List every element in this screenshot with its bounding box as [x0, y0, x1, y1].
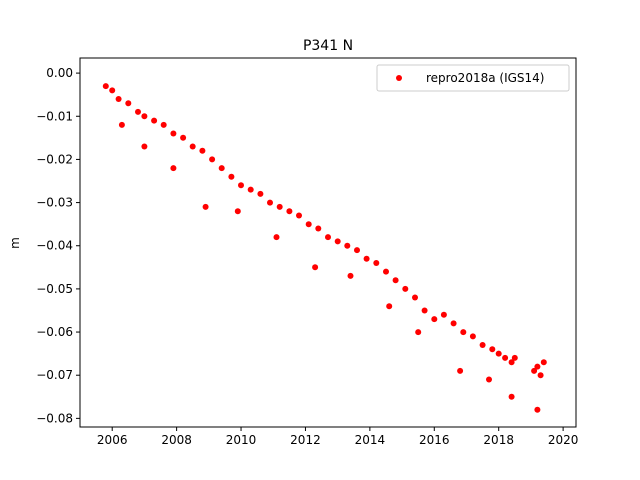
- data-point: [537, 372, 544, 379]
- data-point: [440, 311, 447, 318]
- data-point: [392, 277, 399, 284]
- data-point: [286, 208, 293, 215]
- data-point: [141, 113, 148, 120]
- data-point: [160, 121, 167, 128]
- y-tick-label: −0.07: [36, 368, 73, 382]
- y-tick-label: −0.05: [36, 282, 73, 296]
- marks-layer: [102, 83, 547, 413]
- y-tick-label: −0.01: [36, 109, 73, 123]
- data-point: [257, 190, 264, 197]
- data-point: [386, 303, 393, 310]
- x-tick-label: 2008: [161, 433, 192, 447]
- x-tick-label: 2014: [355, 433, 386, 447]
- data-point: [180, 134, 187, 141]
- chart-title: P341 N: [303, 38, 353, 54]
- data-point: [344, 242, 351, 249]
- data-point: [296, 212, 302, 219]
- data-point: [540, 359, 547, 366]
- data-point: [402, 285, 409, 292]
- x-tick-label: 2010: [226, 433, 257, 447]
- x-tick-label: 2016: [419, 433, 450, 447]
- data-point: [305, 221, 312, 228]
- data-point: [363, 255, 370, 262]
- plot-frame: [79, 57, 577, 428]
- data-point: [502, 354, 509, 361]
- data-point: [508, 393, 515, 400]
- data-point: [170, 130, 177, 137]
- data-point: [334, 238, 341, 245]
- data-point: [531, 367, 538, 374]
- data-point: [495, 350, 502, 357]
- legend-label: repro2018a (IGS14): [426, 71, 544, 85]
- data-point: [118, 121, 125, 128]
- data-point: [373, 260, 380, 266]
- data-point: [125, 100, 132, 107]
- y-axis-label: m: [8, 237, 22, 249]
- data-point: [383, 268, 389, 275]
- data-point: [109, 87, 116, 94]
- data-point: [421, 307, 428, 314]
- data-point: [534, 406, 541, 413]
- data-point: [102, 83, 109, 90]
- data-point: [486, 376, 492, 383]
- x-axis: 2006 2008 2010 2012 2014 2016 2018 2020: [97, 427, 578, 447]
- data-point: [354, 247, 360, 254]
- data-point: [209, 156, 216, 163]
- legend-box: [376, 64, 570, 92]
- y-axis: 0.00 −0.01 −0.02 −0.03 −0.04 −0.05 −0.06 −0.07 −…: [36, 66, 80, 425]
- data-point: [347, 272, 354, 279]
- data-point: [135, 108, 141, 115]
- data-point: [247, 186, 254, 193]
- data-point: [415, 329, 422, 336]
- data-point: [312, 264, 319, 271]
- data-point: [460, 329, 467, 336]
- y-tick-label: −0.08: [36, 411, 73, 425]
- data-point: [489, 346, 496, 353]
- data-point: [469, 333, 476, 340]
- data-point: [228, 173, 235, 180]
- data-point: [508, 359, 515, 366]
- x-tick-label: 2012: [290, 433, 321, 447]
- y-tick-label: −0.03: [36, 196, 73, 210]
- data-point: [412, 294, 418, 301]
- data-point: [189, 143, 196, 150]
- data-point: [315, 225, 322, 232]
- y-tick-label: −0.06: [36, 325, 73, 339]
- legend-marker: [396, 75, 402, 81]
- data-point: [431, 316, 438, 323]
- data-point: [218, 165, 225, 172]
- data-point: [276, 203, 283, 210]
- data-point: [450, 320, 457, 327]
- y-tick-label: 0.00: [46, 66, 73, 80]
- data-point: [170, 165, 177, 172]
- x-tick-label: 2020: [548, 433, 579, 447]
- data-point: [199, 147, 206, 154]
- data-point: [325, 234, 331, 241]
- x-tick-label: 2018: [483, 433, 514, 447]
- legend: repro2018a (IGS14): [376, 64, 570, 92]
- data-point: [534, 363, 541, 370]
- data-point: [141, 143, 148, 150]
- data-point: [267, 199, 273, 206]
- data-point: [202, 203, 209, 210]
- data-point: [511, 354, 518, 361]
- data-point: [115, 96, 122, 102]
- data-point: [457, 367, 464, 374]
- data-point: [273, 234, 280, 241]
- x-tick-label: 2006: [97, 433, 128, 447]
- data-point: [151, 117, 158, 124]
- data-point: [479, 342, 486, 348]
- y-tick-label: −0.04: [36, 239, 73, 253]
- data-point: [234, 208, 241, 215]
- y-tick-label: −0.02: [36, 152, 73, 166]
- data-point: [238, 182, 244, 189]
